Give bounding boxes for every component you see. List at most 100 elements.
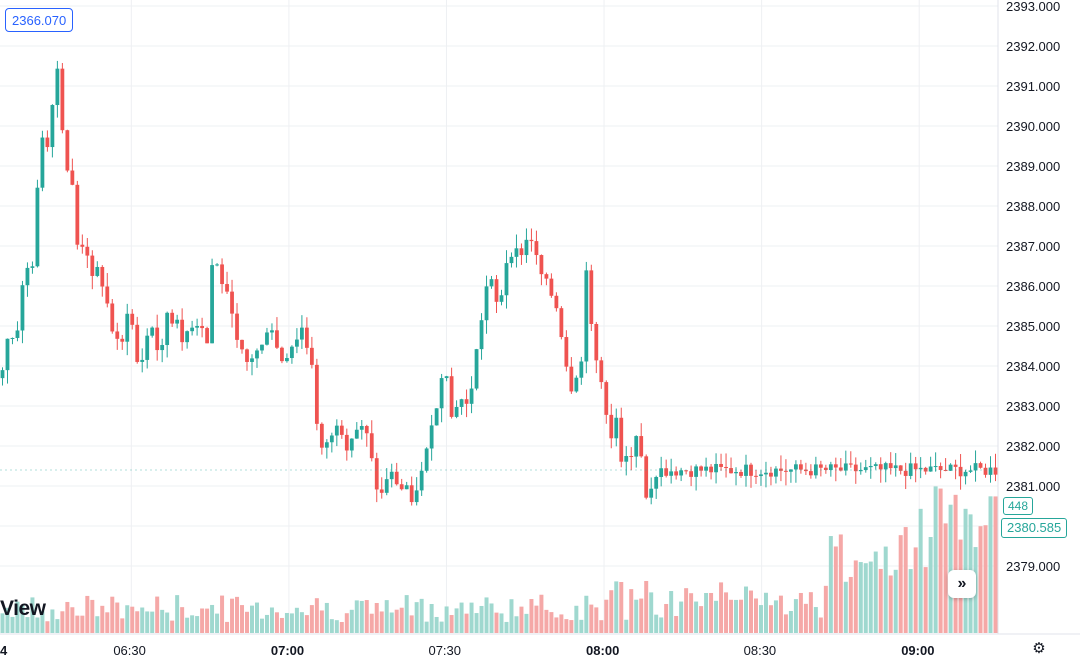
- candle-body: [20, 285, 25, 331]
- scroll-to-realtime-button[interactable]: »: [948, 570, 976, 598]
- volume-bar: [359, 600, 364, 633]
- price-tick-label: 2393.000: [1006, 0, 1060, 14]
- volume-bar: [245, 611, 250, 633]
- price-axis: 2393.000 2392.000 2391.000 2390.000 2389.000…: [997, 0, 1060, 634]
- candle-body: [424, 448, 429, 471]
- candle-body: [434, 408, 439, 426]
- candle-body: [888, 463, 893, 469]
- candle-body: [729, 468, 733, 474]
- volume-bar: [185, 617, 190, 633]
- candle-body: [609, 414, 614, 439]
- volume-bar: [384, 600, 389, 633]
- candle-body: [50, 105, 55, 148]
- candle-body: [285, 358, 289, 362]
- time-tick-label: 4: [0, 643, 8, 658]
- double-chevron-right-icon: »: [957, 575, 967, 592]
- volume-bar: [30, 597, 35, 633]
- candle-body: [165, 312, 170, 346]
- candle-body: [759, 474, 763, 477]
- candle-body: [594, 323, 599, 361]
- candle-body: [215, 264, 219, 266]
- volume-bar: [883, 546, 888, 633]
- volume-bar: [0, 613, 5, 633]
- candle-body: [304, 327, 309, 348]
- gear-icon: ⚙: [1032, 640, 1046, 657]
- candle-body: [205, 328, 209, 344]
- volume-bar: [729, 599, 734, 633]
- candle-body: [978, 463, 983, 468]
- candle-body: [544, 274, 549, 279]
- candle-body: [120, 338, 125, 342]
- volume-bar: [778, 595, 783, 633]
- volume-bar: [80, 615, 85, 633]
- volume-bar: [464, 613, 469, 633]
- settings-button[interactable]: ⚙: [1030, 640, 1048, 658]
- volume-bar: [569, 620, 574, 633]
- volume-bar: [125, 605, 130, 633]
- volume-bar: [833, 546, 838, 633]
- candle-body: [389, 471, 394, 480]
- candle-body: [170, 312, 175, 324]
- volume-bar: [584, 595, 589, 633]
- volume-bar: [354, 600, 359, 633]
- volume-bar: [339, 621, 344, 633]
- volume-bar: [818, 617, 823, 633]
- candle-body: [559, 308, 564, 338]
- candle-body: [629, 456, 634, 458]
- volume-bar: [135, 611, 140, 633]
- volume-bar: [165, 612, 170, 633]
- candle-body: [0, 370, 5, 379]
- candle-body: [549, 278, 554, 296]
- candle-body: [584, 270, 589, 362]
- volume-bar: [65, 601, 70, 633]
- volume-bar: [938, 488, 943, 633]
- chart-grid: [0, 0, 998, 633]
- volume-bar: [679, 601, 684, 633]
- candle-body: [454, 406, 459, 417]
- candle-body: [574, 377, 579, 392]
- volume-bar: [10, 616, 15, 633]
- volume-bar: [210, 604, 215, 633]
- volume-bar: [594, 607, 599, 633]
- volume-bar: [329, 619, 334, 633]
- candle-body: [359, 426, 364, 430]
- time-axis: 4 06:30 07:00 07:30 08:00 08:30 09:00: [0, 633, 1080, 658]
- time-tick-label: 06:30: [113, 643, 146, 658]
- volume-bar: [484, 597, 489, 633]
- candle-body: [160, 345, 165, 351]
- candle-body: [654, 476, 659, 489]
- price-tick-label: 2391.000: [1006, 79, 1060, 94]
- candle-body: [943, 469, 948, 471]
- volume-bar: [783, 614, 788, 633]
- candle-body: [933, 466, 938, 468]
- candle-body: [299, 327, 304, 340]
- candle-body: [554, 295, 559, 309]
- volume-bar: [848, 576, 853, 633]
- candle-body: [145, 335, 150, 360]
- price-tick-label: 2390.000: [1006, 119, 1060, 134]
- volume-bar: [504, 621, 509, 633]
- candle-body: [489, 279, 494, 287]
- volume-bar: [734, 599, 739, 633]
- volume-bar: [604, 599, 609, 633]
- volume-bar: [539, 594, 544, 633]
- candle-body: [983, 467, 988, 475]
- candle-body: [923, 467, 928, 472]
- volume-bar: [379, 611, 384, 633]
- candle-body: [908, 463, 913, 476]
- volume-bar: [489, 603, 494, 633]
- volume-bar: [414, 602, 419, 633]
- volume-bar: [524, 613, 529, 633]
- candles: [0, 60, 998, 506]
- volume-bar: [409, 615, 414, 633]
- candle-body: [514, 248, 519, 257]
- volume-bars: [0, 486, 998, 633]
- candle-body: [354, 429, 359, 439]
- volume-bar: [35, 617, 40, 633]
- candle-body: [579, 361, 584, 378]
- candle-body: [110, 303, 115, 332]
- candle-body: [604, 382, 609, 415]
- price-tick-label: 2384.000: [1006, 359, 1060, 374]
- candle-body: [484, 286, 489, 321]
